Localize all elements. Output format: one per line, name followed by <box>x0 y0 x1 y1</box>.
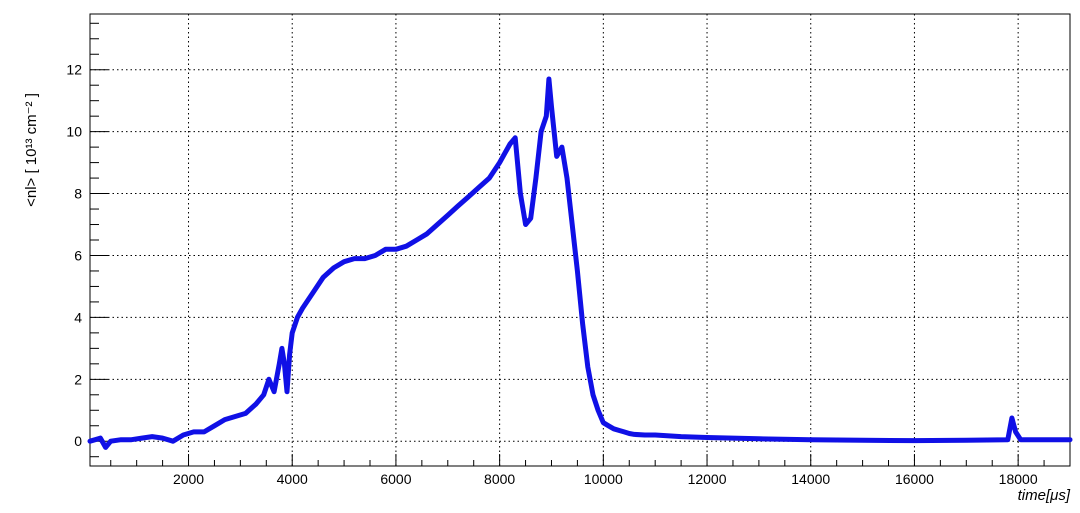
x-tick-labels: 2000 4000 6000 8000 10000 12000 14000 16000 1800… <box>173 471 1038 487</box>
y-tick-label: 0 <box>74 433 82 449</box>
x-tick-label: 4000 <box>277 471 308 487</box>
y-tick-label: 10 <box>66 124 82 140</box>
x-tick-label: 18000 <box>999 471 1038 487</box>
x-tick-label: 12000 <box>688 471 727 487</box>
axis-ticks <box>90 22 1045 466</box>
y-tick-label: 8 <box>74 186 82 202</box>
y-tick-label: 4 <box>74 309 82 325</box>
y-tick-label: 6 <box>74 247 82 263</box>
x-tick-label: 2000 <box>173 471 204 487</box>
series-group <box>87 76 1073 450</box>
series-line <box>87 76 1073 450</box>
x-tick-label: 14000 <box>791 471 830 487</box>
x-tick-label: 10000 <box>584 471 623 487</box>
y-tick-label: 12 <box>66 62 82 78</box>
plot-frame <box>89 13 1071 467</box>
grid <box>90 14 1070 466</box>
x-tick-label: 8000 <box>484 471 515 487</box>
y-tick-label: 2 <box>74 371 82 387</box>
x-axis-title: time[μs] <box>1018 487 1071 504</box>
y-axis-title: <nl> [ 10¹³ cm⁻² ] <box>23 93 40 207</box>
y-tick-labels: 0 2 4 6 8 10 12 <box>66 62 82 450</box>
x-tick-label: 16000 <box>895 471 934 487</box>
x-tick-label: 6000 <box>380 471 411 487</box>
